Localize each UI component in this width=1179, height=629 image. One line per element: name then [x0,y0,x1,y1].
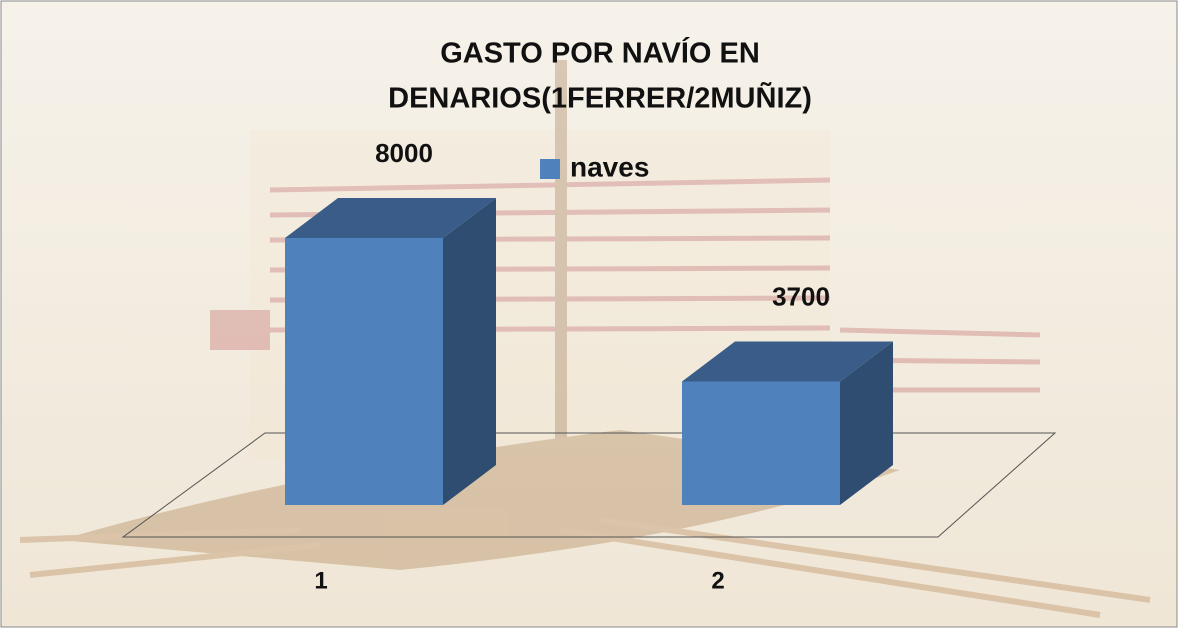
x-tick-label: 2 [711,567,724,594]
floor [121,432,1057,538]
legend-swatch [540,159,560,179]
bar-side [840,341,893,505]
legend-label: naves [570,151,649,182]
bar [285,238,443,505]
bar [682,381,840,505]
data-label: 3700 [772,281,830,311]
chart-title: DENARIOS(1FERRER/2MUÑIZ) [388,81,812,115]
bar-side [443,198,496,505]
chart-title: GASTO POR NAVÍO EN [440,36,760,70]
x-tick-label: 1 [314,567,327,594]
data-label: 8000 [375,138,433,168]
bar-top [285,198,496,238]
bar-top [682,341,893,382]
